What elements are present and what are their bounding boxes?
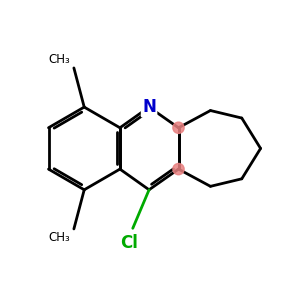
Circle shape — [173, 164, 184, 175]
Text: CH₃: CH₃ — [48, 53, 70, 66]
Text: CH₃: CH₃ — [48, 231, 70, 244]
Circle shape — [173, 122, 184, 134]
Text: N: N — [142, 98, 156, 116]
Text: Cl: Cl — [120, 234, 138, 252]
